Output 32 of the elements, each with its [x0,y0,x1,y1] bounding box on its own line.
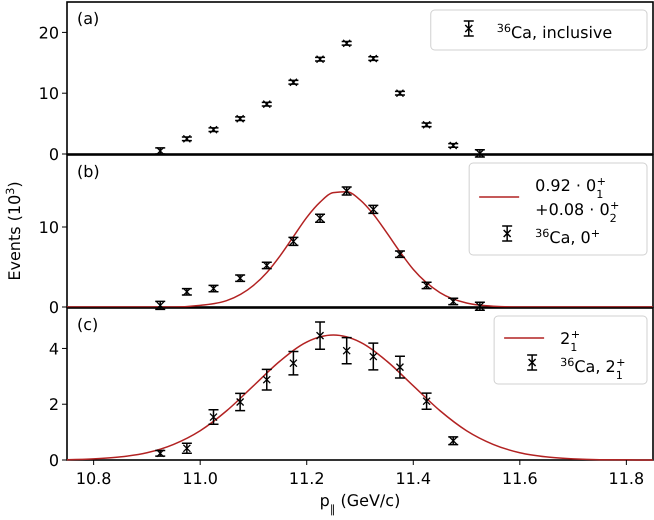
y-tick-label: 0 [48,298,59,317]
annotation: (a) [77,9,100,28]
x-tick-label: 11.8 [608,469,644,488]
point [369,352,378,361]
y-tick-label: 10 [38,84,59,104]
annotation: (b) [77,162,100,181]
x-axis-title: p$_{∥}$ (GeV/c) [320,491,400,516]
point [342,346,351,355]
y-tick-label: 0 [48,145,59,164]
legend-label: $^{36}$Ca, 0$^{+}$ [535,226,600,247]
y-tick-label: 20 [38,23,59,42]
point [342,39,351,48]
legend-label: $^{36}$Ca, inclusive [496,22,612,42]
point [369,54,378,63]
point [262,100,271,108]
point [156,449,164,458]
y-tick-label: 4 [48,339,59,358]
x-tick-label: 11.2 [288,469,325,488]
x-tick-label: 11.6 [502,469,538,488]
point [236,398,244,406]
point [262,376,271,384]
y-tick-label: 2 [48,395,59,414]
annotation: (c) [77,315,98,334]
point [316,331,324,340]
point [289,359,298,368]
x-tick-label: 11.4 [395,469,432,488]
y-tick-label: 0 [48,451,59,470]
x-tick-label: 10.8 [76,469,112,488]
x-tick-label: 11.0 [182,469,218,488]
point [396,362,404,372]
point [449,141,458,150]
y-tick-label: 10 [38,218,59,237]
